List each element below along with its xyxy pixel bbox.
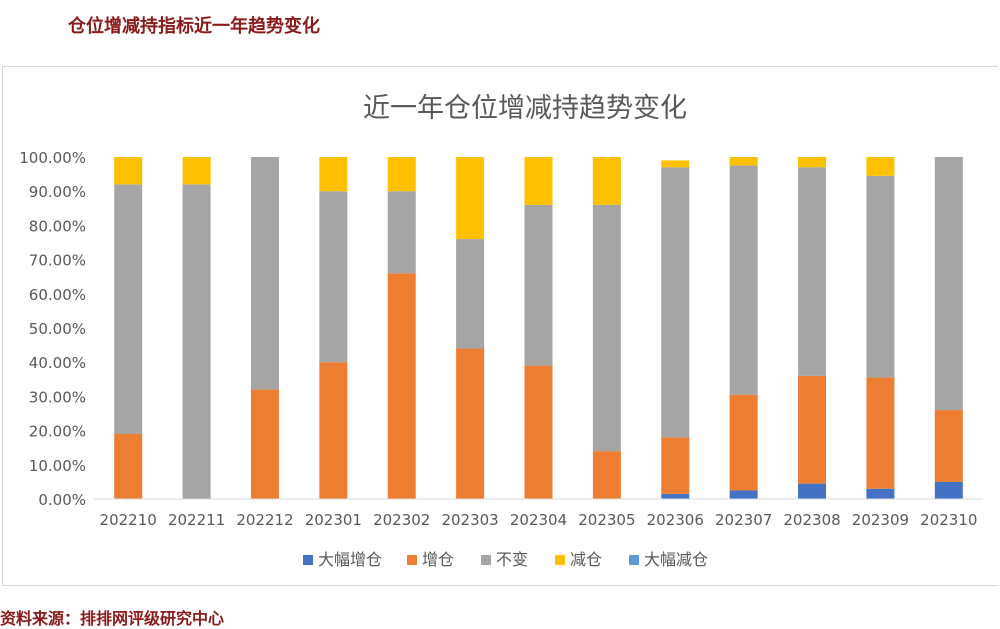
bar-segment <box>524 204 553 366</box>
legend-swatch <box>407 555 417 565</box>
x-tick-label: 202210 <box>100 511 157 529</box>
bar-segment <box>319 362 348 499</box>
bar-segment <box>934 157 963 411</box>
bar-segment <box>729 165 758 395</box>
legend-label: 增仓 <box>422 550 454 569</box>
x-tick-label: 202309 <box>852 511 909 529</box>
x-tick-label: 202301 <box>305 511 362 529</box>
legend-swatch <box>629 555 639 565</box>
bar-segment <box>114 434 143 499</box>
bar-segment <box>798 157 827 168</box>
x-tick-label: 202307 <box>715 511 772 529</box>
bar-segment <box>661 437 690 494</box>
bars <box>114 157 963 500</box>
bar-segment <box>661 167 690 438</box>
bar-segment <box>661 160 690 168</box>
legend: 大幅增仓 增仓 不变 减仓 大幅减仓 <box>303 550 708 569</box>
page-heading: 仓位增减持指标近一年趋势变化 <box>68 16 320 37</box>
y-tick-label: 50.00% <box>29 320 86 338</box>
bar-segment <box>661 493 690 499</box>
chart-title: 近一年仓位增减持趋势变化 <box>363 93 687 124</box>
legend-swatch <box>481 555 491 565</box>
stacked-bar-chart: 近一年仓位增减持趋势变化 0.00% 10.00% 20.00% 30.00% 40.0… <box>19 93 983 569</box>
bar-segment <box>456 348 485 499</box>
bar-segment <box>934 410 963 482</box>
bar-segment <box>798 167 827 376</box>
bar-segment <box>729 157 758 166</box>
x-tick-label: 202211 <box>168 511 225 529</box>
bar-segment <box>866 488 895 499</box>
y-tick-label: 20.00% <box>29 423 86 441</box>
x-tick-label: 202305 <box>578 511 635 529</box>
x-tick-label: 202306 <box>647 511 704 529</box>
bar-segment <box>798 483 827 499</box>
legend-label: 大幅增仓 <box>318 550 382 569</box>
bar-segment <box>934 481 963 499</box>
bar-segment <box>250 157 279 390</box>
y-tick-label: 80.00% <box>29 217 86 235</box>
x-tick-label: 202308 <box>783 511 840 529</box>
bar-segment <box>456 157 485 240</box>
bar-segment <box>798 375 827 484</box>
y-tick-label: 70.00% <box>29 252 86 270</box>
x-tick-label: 202212 <box>236 511 293 529</box>
legend-label: 大幅减仓 <box>644 550 708 569</box>
bar-segment <box>387 157 416 192</box>
x-tick-label: 202304 <box>510 511 567 529</box>
bar-segment <box>524 365 553 499</box>
bar-segment <box>114 157 143 185</box>
y-tick-label: 40.00% <box>29 354 86 372</box>
bar-segment <box>387 273 416 499</box>
bar-segment <box>592 204 621 452</box>
bar-segment <box>319 157 348 192</box>
bar-segment <box>319 191 348 363</box>
bar-segment <box>114 184 143 435</box>
y-tick-label: 60.00% <box>29 286 86 304</box>
legend-label: 不变 <box>496 550 528 569</box>
x-tick-label: 202303 <box>441 511 498 529</box>
source-note: 资料来源：排排网评级研究中心 <box>0 609 225 628</box>
bar-segment <box>866 157 895 176</box>
legend-swatch <box>303 555 313 565</box>
y-tick-label: 100.00% <box>19 149 86 167</box>
bar-segment <box>182 184 211 500</box>
y-tick-label: 30.00% <box>29 388 86 406</box>
bar-segment <box>866 377 895 489</box>
bar-segment <box>592 157 621 205</box>
y-tick-label: 10.00% <box>29 457 86 475</box>
bar-segment <box>250 389 279 499</box>
bar-segment <box>729 394 758 491</box>
x-tick-label: 202302 <box>373 511 430 529</box>
legend-swatch <box>555 555 565 565</box>
bar-segment <box>456 239 485 349</box>
bar-segment <box>387 191 416 274</box>
bar-segment <box>729 490 758 499</box>
legend-label: 减仓 <box>570 550 602 569</box>
bar-segment <box>524 157 553 205</box>
chart-frame: 近一年仓位增减持趋势变化 0.00% 10.00% 20.00% 30.00% 40.0… <box>2 66 998 586</box>
y-tick-label: 90.00% <box>29 183 86 201</box>
bar-segment <box>592 451 621 499</box>
y-axis-ticks: 0.00% 10.00% 20.00% 30.00% 40.00% 50.00% 60.00… <box>19 149 86 509</box>
bar-segment <box>182 157 211 185</box>
bar-segment <box>866 175 895 378</box>
y-tick-label: 0.00% <box>38 491 86 509</box>
x-axis-ticks: 202210 202211 202212 202301 202302 202303 2023… <box>100 511 978 529</box>
x-tick-label: 202310 <box>920 511 977 529</box>
